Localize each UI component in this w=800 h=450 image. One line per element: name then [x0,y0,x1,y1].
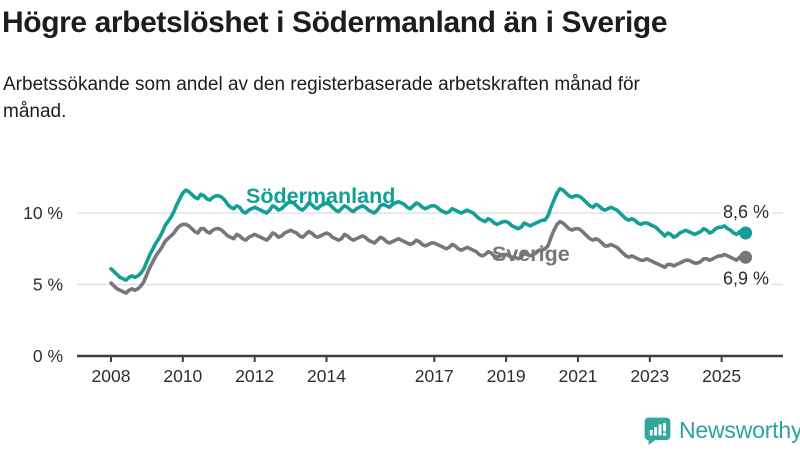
x-tick-label-2010: 2010 [163,366,202,386]
y-tick-label-0: 0 % [33,346,63,366]
series-name-label-sverige: Sverige [492,242,570,266]
x-tick-label-2014: 2014 [307,366,346,386]
x-tick-label-2021: 2021 [558,366,597,386]
chart-title: Högre arbetslöshet i Södermanland än i S… [2,6,668,39]
x-tick-label-2023: 2023 [630,366,669,386]
y-tick-label-10: 10 % [23,203,63,223]
series-end-dot-sodermanland [739,226,753,240]
y-tick-label-5: 5 % [33,275,63,295]
newsworthy-bar-chart-icon [644,417,671,445]
newsworthy-wordmark: Newsworthy [679,417,800,443]
series-line-sverige [109,219,748,295]
x-tick-label-2017: 2017 [415,366,454,386]
x-tick-label-2012: 2012 [235,366,274,386]
x-tick-label-2019: 2019 [487,366,526,386]
series-name-label-sodermanland: Södermanland [246,184,395,208]
end-label-bg-sverige [721,269,772,289]
newsworthy-logo-link[interactable]: Newsworthy [643,416,800,445]
series-end-label-sodermanland: 8,6 % [723,202,769,222]
series-end-dot-sverige [739,250,753,264]
series-line-sodermanland [109,186,748,283]
end-label-bg-sodermanland [721,203,772,223]
x-tick-label-2008: 2008 [92,366,131,386]
chart-subtitle: Arbetssökande som andel av den registerb… [3,74,640,122]
x-tick-label-2025: 2025 [702,366,741,386]
series-end-label-sverige: 6,9 % [723,268,769,288]
